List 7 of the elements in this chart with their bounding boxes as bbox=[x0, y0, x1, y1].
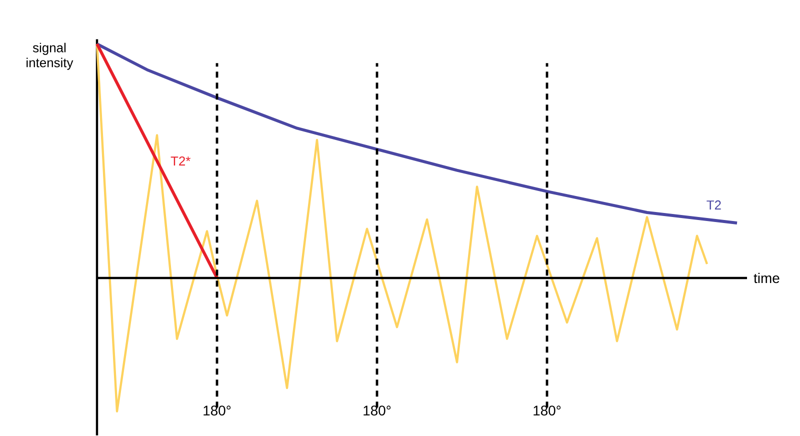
y-axis-title: signal intensity bbox=[26, 42, 74, 70]
x-tick-label: 180° bbox=[204, 405, 231, 416]
series-label: T2 bbox=[706, 200, 721, 210]
x-tick-label: 180° bbox=[364, 405, 391, 416]
x-tick-label: 180° bbox=[534, 405, 561, 416]
series-label: T2* bbox=[170, 156, 190, 166]
x-axis-title: time bbox=[754, 272, 780, 283]
